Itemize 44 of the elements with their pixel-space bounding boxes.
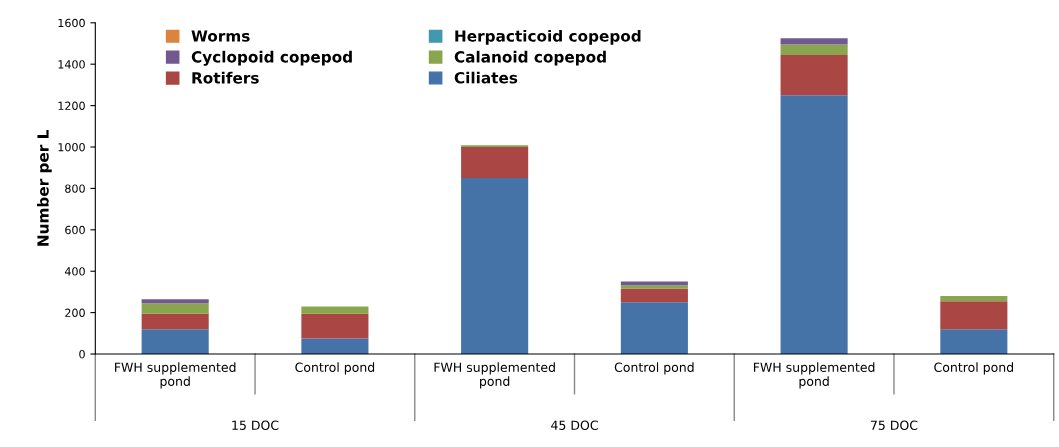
bar — [940, 301, 1008, 330]
y-axis-title: Number per L — [36, 130, 52, 246]
bar — [141, 303, 209, 314]
bar — [301, 338, 369, 355]
legend-label: Ciliates — [454, 71, 518, 84]
bar — [940, 329, 1008, 355]
bar — [141, 299, 209, 304]
legend-label: Worms — [191, 30, 250, 42]
text: 45 DOC — [551, 420, 598, 430]
bar — [780, 95, 848, 355]
y-tick-label: 600 — [65, 225, 85, 235]
x-tick-label: Control pond — [614, 362, 694, 375]
bar — [141, 313, 209, 330]
y-tick-label: 0 — [79, 350, 85, 359]
y-tick-label: 200 — [65, 308, 85, 317]
bar — [301, 313, 369, 339]
x-tick-label: FWH supplemented pond — [115, 362, 236, 389]
y-tick-label: 1000 — [58, 142, 85, 152]
y-tick-label: 800 — [65, 184, 85, 193]
y-tick-label: 1600 — [58, 18, 85, 28]
bar — [620, 302, 688, 355]
legend-label: Herpacticoid copepod — [455, 29, 641, 45]
bar — [461, 178, 529, 355]
bar — [141, 329, 209, 355]
legend-label: Cyclopoid copepod — [191, 50, 352, 66]
bar — [461, 147, 529, 179]
y-tick-label: 400 — [64, 267, 85, 276]
x-tick-label: Control pond — [295, 362, 375, 375]
bar — [780, 38, 848, 45]
text: 75 DOC — [870, 420, 918, 430]
bar — [780, 44, 848, 55]
bar — [620, 285, 688, 289]
bar — [940, 296, 1008, 302]
y-tick-label: 1400 — [58, 60, 85, 69]
x-tick-label: FWH supplemented pond — [753, 362, 875, 389]
bar — [301, 306, 369, 314]
y-tick-label: 1200 — [58, 101, 85, 110]
x-tick-label: FWH supplemented pond — [434, 362, 555, 389]
bar — [780, 54, 848, 96]
text: 15 DOC — [232, 420, 279, 430]
legend-label: Rotifers — [192, 71, 259, 84]
legend-label: Calanoid copepod — [454, 50, 606, 66]
x-tick-label: Control pond — [934, 362, 1013, 375]
bar — [620, 288, 688, 303]
